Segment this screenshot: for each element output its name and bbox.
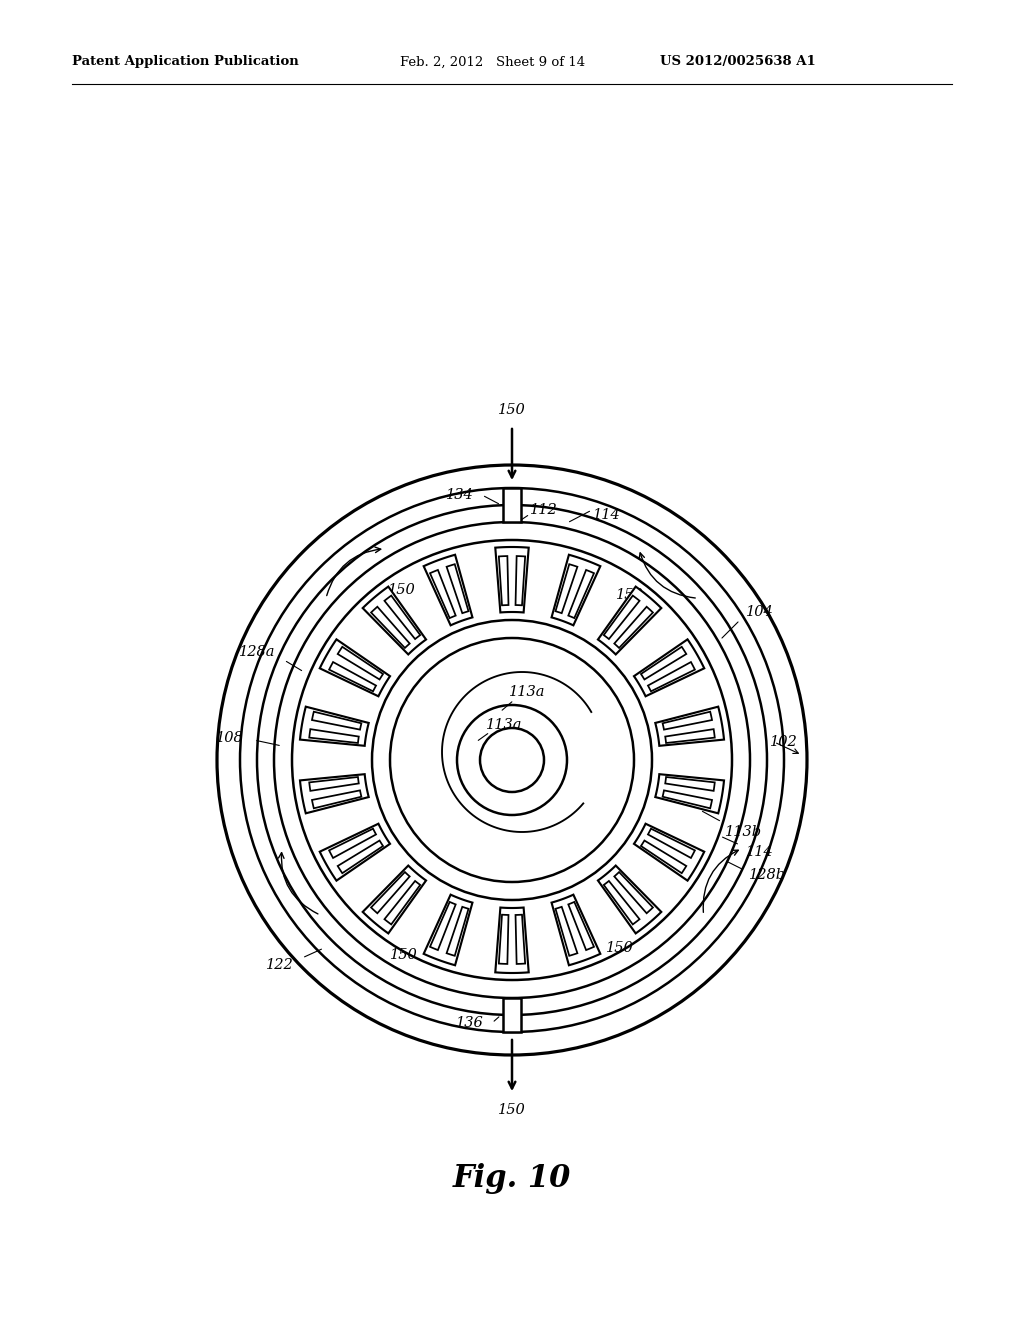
Polygon shape: [663, 711, 712, 730]
Circle shape: [217, 465, 807, 1055]
Polygon shape: [319, 639, 390, 696]
Polygon shape: [499, 915, 509, 964]
Polygon shape: [362, 866, 426, 933]
Polygon shape: [312, 791, 361, 808]
Polygon shape: [300, 706, 369, 746]
Circle shape: [372, 620, 652, 900]
Text: 150: 150: [498, 403, 526, 417]
Text: 150: 150: [390, 948, 418, 962]
Polygon shape: [614, 607, 653, 648]
Polygon shape: [568, 902, 594, 950]
Polygon shape: [371, 873, 410, 913]
Text: 150: 150: [616, 587, 644, 602]
Text: 112: 112: [530, 503, 558, 517]
Text: Feb. 2, 2012   Sheet 9 of 14: Feb. 2, 2012 Sheet 9 of 14: [400, 55, 585, 69]
Polygon shape: [666, 729, 715, 743]
Text: Patent Application Publication: Patent Application Publication: [72, 55, 299, 69]
Polygon shape: [309, 777, 358, 791]
Polygon shape: [604, 595, 640, 639]
Polygon shape: [384, 595, 420, 639]
Polygon shape: [641, 647, 686, 680]
Polygon shape: [329, 663, 376, 692]
Text: Fig. 10: Fig. 10: [453, 1163, 571, 1193]
Polygon shape: [648, 829, 695, 858]
Text: 128b: 128b: [750, 869, 786, 882]
Polygon shape: [371, 607, 410, 648]
Text: US 2012/0025638 A1: US 2012/0025638 A1: [660, 55, 816, 69]
Polygon shape: [515, 556, 525, 606]
Polygon shape: [552, 554, 600, 626]
Text: 122: 122: [266, 958, 294, 972]
Polygon shape: [424, 554, 472, 626]
Polygon shape: [309, 729, 358, 743]
Polygon shape: [430, 570, 456, 618]
Circle shape: [274, 521, 750, 998]
Text: 113a: 113a: [485, 718, 522, 733]
Polygon shape: [499, 556, 509, 606]
Polygon shape: [634, 824, 705, 880]
Polygon shape: [598, 866, 662, 933]
Polygon shape: [300, 775, 369, 813]
Polygon shape: [424, 895, 472, 965]
Polygon shape: [634, 639, 705, 696]
Circle shape: [292, 540, 732, 979]
Text: 134: 134: [446, 488, 474, 502]
Text: 150: 150: [388, 583, 416, 597]
Polygon shape: [446, 907, 469, 956]
Circle shape: [257, 506, 767, 1015]
Polygon shape: [362, 586, 426, 655]
Polygon shape: [515, 915, 525, 964]
Text: 113a: 113a: [509, 685, 545, 700]
Text: 108: 108: [216, 731, 244, 744]
Circle shape: [457, 705, 567, 814]
Polygon shape: [430, 902, 456, 950]
Polygon shape: [552, 895, 600, 965]
Polygon shape: [568, 570, 594, 618]
Polygon shape: [555, 564, 578, 614]
Polygon shape: [598, 586, 662, 655]
Circle shape: [240, 488, 784, 1032]
Polygon shape: [338, 841, 383, 874]
Circle shape: [480, 729, 544, 792]
Text: 150: 150: [606, 941, 634, 954]
Text: 113b: 113b: [725, 825, 763, 840]
Polygon shape: [338, 647, 383, 680]
Polygon shape: [663, 791, 712, 808]
Text: 128a: 128a: [239, 645, 275, 659]
Polygon shape: [648, 663, 695, 692]
Polygon shape: [604, 880, 640, 924]
Text: 104: 104: [746, 605, 774, 619]
Bar: [503, 488, 521, 521]
Circle shape: [390, 638, 634, 882]
Polygon shape: [555, 907, 578, 956]
Text: 136: 136: [456, 1016, 484, 1030]
Polygon shape: [655, 775, 724, 813]
Polygon shape: [446, 564, 469, 614]
Polygon shape: [312, 711, 361, 730]
Polygon shape: [329, 829, 376, 858]
Polygon shape: [496, 908, 528, 973]
Polygon shape: [384, 880, 420, 924]
Polygon shape: [496, 546, 528, 612]
Text: 114: 114: [593, 508, 621, 521]
Polygon shape: [666, 777, 715, 791]
Bar: [503, 998, 521, 1032]
Polygon shape: [319, 824, 390, 880]
Polygon shape: [655, 706, 724, 746]
Polygon shape: [614, 873, 653, 913]
Text: 150: 150: [498, 1104, 526, 1117]
Text: 114: 114: [746, 845, 774, 859]
Polygon shape: [641, 841, 686, 874]
Text: 102: 102: [770, 735, 798, 748]
